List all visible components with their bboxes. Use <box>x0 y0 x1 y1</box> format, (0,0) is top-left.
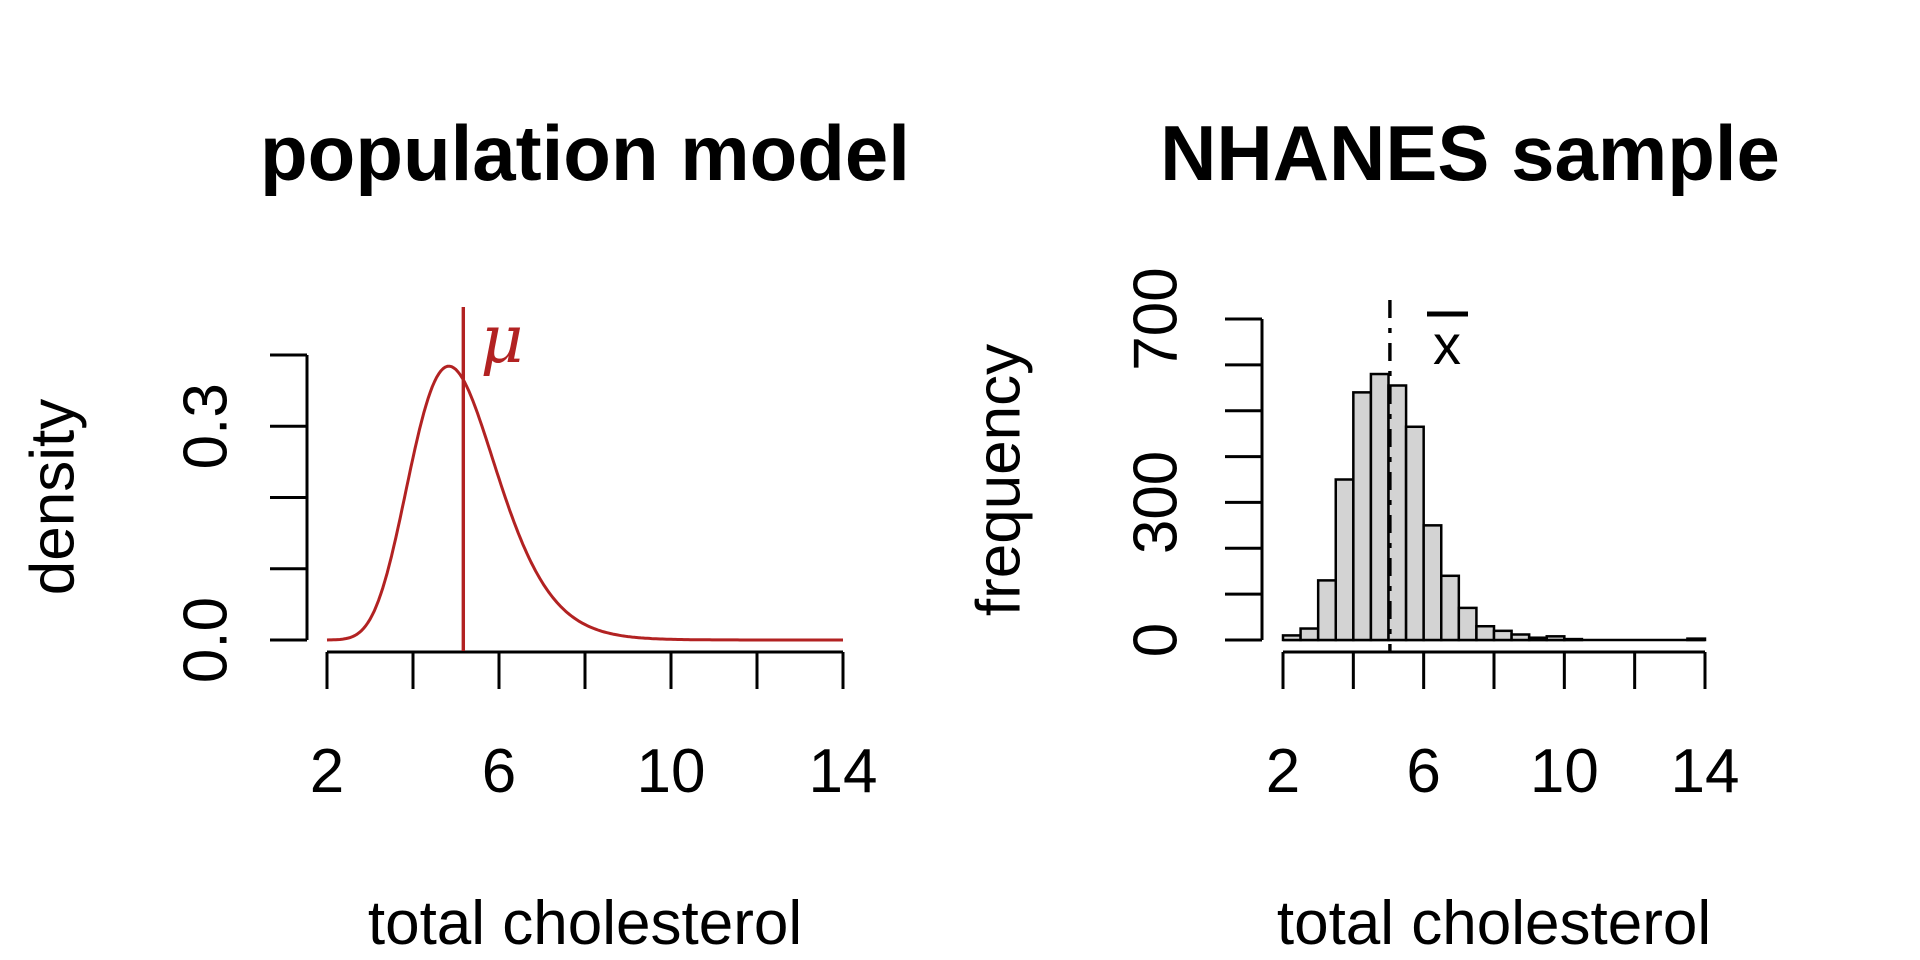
histogram-bar <box>1299 627 1320 642</box>
histogram-bar <box>1563 637 1584 642</box>
y-tick-label: 0.3 <box>172 383 241 469</box>
histogram-bar <box>1281 634 1302 642</box>
right-y-axis-title: frequency <box>965 344 1034 616</box>
histogram-bar <box>1422 524 1443 642</box>
right-axes: 0 300 700 2 6 10 14 <box>1122 267 1740 806</box>
density-curve-group <box>326 307 843 651</box>
histogram-bar <box>1369 372 1390 642</box>
mu-label: μ <box>481 301 524 378</box>
x-tick-label: 14 <box>1671 737 1740 806</box>
histogram-bar <box>1334 478 1355 642</box>
xbar-label: x <box>1427 311 1468 376</box>
panel-nhanes-sample: NHANES sample frequency total cholestero… <box>965 109 1780 958</box>
y-tick-label: 0.0 <box>172 597 241 683</box>
histogram-bar <box>1545 635 1566 642</box>
y-tick-label: 300 <box>1122 451 1191 554</box>
left-x-axis-title: total cholesterol <box>368 889 802 958</box>
density-curve <box>326 364 843 642</box>
histogram-bar <box>1510 633 1531 642</box>
right-x-axis-title: total cholesterol <box>1277 889 1711 958</box>
histogram-bar <box>1686 637 1707 642</box>
left-panel-title: population model <box>260 109 910 197</box>
histogram-bars-group <box>1281 300 1707 651</box>
histogram-bar <box>1492 629 1513 642</box>
x-tick-label: 2 <box>1266 737 1300 806</box>
histogram-bar <box>1527 636 1548 642</box>
histogram-bar <box>1404 425 1425 642</box>
x-tick-label: 10 <box>637 737 706 806</box>
x-tick-label: 14 <box>809 737 878 806</box>
x-tick-label: 10 <box>1530 737 1599 806</box>
histogram-bar <box>1475 624 1496 642</box>
y-tick-label: 700 <box>1122 267 1191 370</box>
right-panel-title: NHANES sample <box>1160 109 1780 197</box>
histogram-bar <box>1352 391 1373 642</box>
x-tick-label: 6 <box>1406 737 1440 806</box>
histogram-bar <box>1457 606 1478 642</box>
histogram-bar <box>1316 579 1337 642</box>
xbar-letter: x <box>1433 313 1461 376</box>
y-tick-label: 0 <box>1122 623 1191 657</box>
histogram-bar <box>1440 574 1461 642</box>
x-tick-label: 6 <box>482 737 516 806</box>
left-axes: 0.0 0.3 2 6 10 14 <box>172 353 878 806</box>
panel-population-model: population model density total cholester… <box>19 109 910 958</box>
x-tick-label: 2 <box>310 737 344 806</box>
left-y-axis-title: density <box>19 399 88 595</box>
